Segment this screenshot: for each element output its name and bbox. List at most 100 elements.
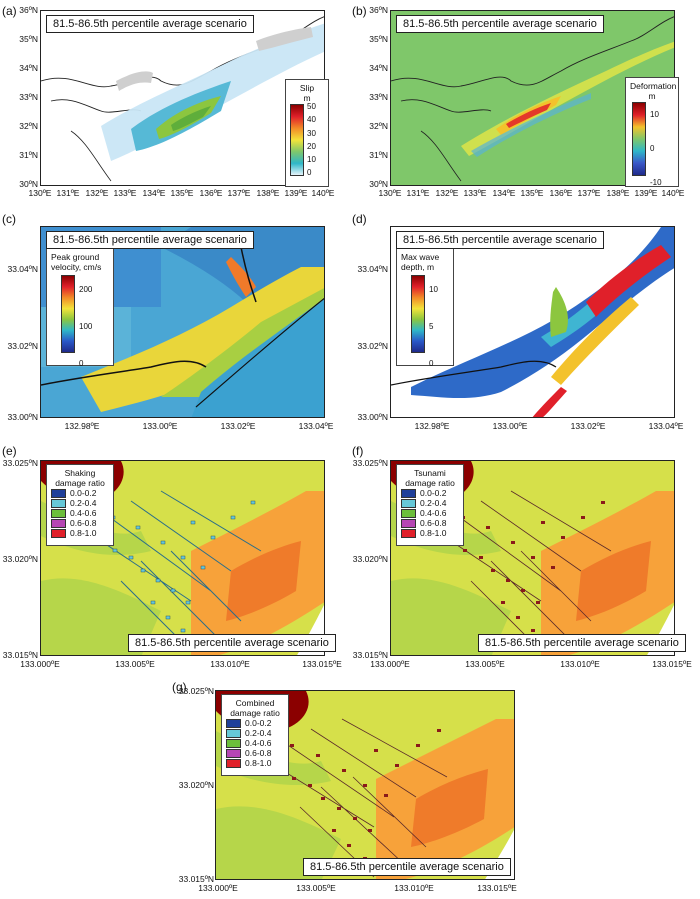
panel-a-label: (a) [2,4,17,18]
swatch-1 [51,498,66,508]
x-tick: 136ºE [549,188,573,198]
x-tick: 133.04ºE [298,421,334,431]
x-tick: 140ºE [311,188,335,198]
y-tick: 33.020ºN [178,780,214,790]
y-tick: 36ºN [19,5,38,15]
tick-label: 100 [79,322,93,331]
swatch-4 [226,758,241,768]
legend-item: 0.6-0.8 [226,748,284,758]
legend-label: 0.2-0.4 [70,498,97,508]
x-tick: 137ºE [227,188,251,198]
swatch-0 [51,488,66,498]
shaking-damage-legend: Shaking damage ratio 0.0-0.2 0.2-0.4 0.4… [46,464,114,546]
x-tick: 135ºE [520,188,544,198]
tick-label: 200 [79,285,93,294]
combined-damage-legend: Combined damage ratio 0.0-0.2 0.2-0.4 0.… [221,694,289,776]
tick-label: 5 [429,322,434,331]
y-tick: 33.04ºN [7,264,38,274]
legend-title: Peak ground [51,252,100,262]
panel-d-title: 81.5-86.5th percentile average scenario [396,231,604,249]
legend-label: 0.6-0.8 [70,518,97,528]
wave-depth-colorbar [411,275,425,353]
legend-label: 0.2-0.4 [420,498,447,508]
legend-subtitle: damage ratio [230,708,280,718]
legend-label: 0.8-1.0 [70,528,97,538]
panel-d-label: (d) [352,212,367,226]
y-tick: 32ºN [369,121,388,131]
x-tick: 133.000ºE [20,659,60,669]
legend-subtitle: damage ratio [55,478,105,488]
legend-label: 0.0-0.2 [70,488,97,498]
x-tick: 133.005ºE [115,659,155,669]
legend-label: 0.6-0.8 [420,518,447,528]
tick-label: 10 [307,155,316,165]
legend-title: Max wave [401,252,440,262]
pgv-colorbar-labels: 200 100 0 [79,271,92,382]
legend-item: 0.8-1.0 [226,758,284,768]
tick-label: 10 [650,110,659,119]
panel-e-label: (e) [2,444,17,458]
legend-subtitle: damage ratio [405,478,455,488]
legend-label: 0.4-0.6 [245,738,272,748]
legend-item: 0.4-0.6 [51,508,109,518]
panel-c-title: 81.5-86.5th percentile average scenario [46,231,254,249]
swatch-3 [51,518,66,528]
tick-label: 0 [650,144,655,153]
slip-map-graphic [41,16,324,182]
panel-c-label: (c) [2,212,16,226]
panel-g-title: 81.5-86.5th percentile average scenario [303,858,511,876]
y-tick: 33.025ºN [178,686,214,696]
legend-label: 0.4-0.6 [420,508,447,518]
y-tick: 35ºN [369,34,388,44]
legend-item: 0.6-0.8 [401,518,459,528]
tsunami-damage-legend: Tsunami damage ratio 0.0-0.2 0.2-0.4 0.4… [396,464,464,546]
x-tick: 133.010ºE [560,659,600,669]
swatch-0 [401,488,416,498]
y-tick: 33.02ºN [7,341,38,351]
wave-depth-legend: Max wave depth, m 10 5 0 [396,248,454,368]
swatch-3 [401,518,416,528]
y-tick: 31ºN [369,150,388,160]
deformation-colorbar [632,102,646,176]
tick-label: -10 [650,178,662,187]
legend-item: 0.0-0.2 [401,488,459,498]
legend-item: 0.4-0.6 [226,738,284,748]
x-tick: 134ºE [492,188,516,198]
panel-f-label: (f) [352,444,364,458]
y-tick: 33.02ºN [357,341,388,351]
pgv-colorbar [61,275,75,353]
x-tick: 131ºE [56,188,80,198]
pgv-legend: Peak ground velocity, cm/s 200 100 0 [46,248,114,368]
x-tick: 132ºE [435,188,459,198]
x-tick: 130ºE [378,188,402,198]
x-tick: 131ºE [406,188,430,198]
panel-e-map [40,460,325,656]
swatch-4 [51,528,66,538]
x-tick: 138ºE [606,188,630,198]
panel-f-title: 81.5-86.5th percentile average scenario [478,634,686,652]
x-tick: 132.98ºE [64,421,100,431]
x-tick: 133.000ºE [370,659,410,669]
legend-label: 0.8-1.0 [245,758,272,768]
slip-colorbar-labels: 50 40 30 20 10 0 [307,100,316,180]
deformation-map-graphic [391,16,674,182]
x-tick: 133.000ºE [198,883,238,893]
swatch-3 [226,748,241,758]
legend-item: 0.4-0.6 [401,508,459,518]
panel-g-label: (g) [172,680,187,694]
tick-label: 50 [307,102,316,111]
tick-label: 20 [307,141,316,151]
panel-b-title: 81.5-86.5th percentile average scenario [396,15,604,33]
panel-e-title: 81.5-86.5th percentile average scenario [128,634,336,652]
x-tick: 137ºE [577,188,601,198]
x-tick: 133.00ºE [142,421,178,431]
swatch-1 [401,498,416,508]
swatch-2 [401,508,416,518]
x-tick: 133.04ºE [648,421,684,431]
x-tick: 133.010ºE [210,659,250,669]
x-tick: 130ºE [28,188,52,198]
legend-item: 0.6-0.8 [51,518,109,528]
deformation-colorbar-labels: 10 0 -10 [650,98,662,200]
legend-title: Tsunami [414,468,446,478]
x-tick: 136ºE [199,188,223,198]
